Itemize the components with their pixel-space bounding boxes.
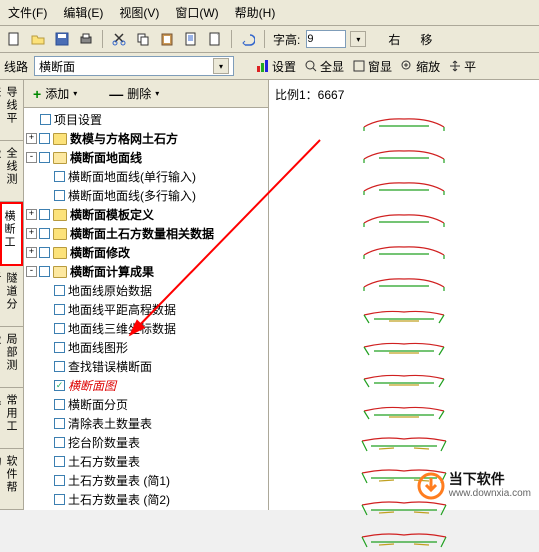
node-earthwork[interactable]: +横断面土石方数量相关数据 — [26, 224, 266, 243]
vtab-cross-section[interactable]: 横断工程 — [0, 202, 23, 266]
node-ground[interactable]: -横断面地面线 — [26, 148, 266, 167]
cross-section-curve — [359, 179, 449, 197]
vtab-tools[interactable]: 常用工具 — [0, 388, 23, 449]
node-3d[interactable]: 地面线三维坐标数据 — [26, 319, 266, 338]
save-icon[interactable] — [52, 29, 72, 49]
doc-icon[interactable] — [181, 29, 201, 49]
node-slope[interactable]: 坡口坡脚计算表 — [26, 509, 266, 510]
print-icon[interactable] — [76, 29, 96, 49]
new-icon[interactable] — [4, 29, 24, 49]
route-select[interactable]: 横断面 ▾ — [34, 56, 234, 76]
collapse-icon[interactable]: - — [26, 152, 37, 163]
add-button[interactable]: +添加▾ — [27, 83, 83, 104]
open-icon[interactable] — [28, 29, 48, 49]
node-hd[interactable]: 地面线平距高程数据 — [26, 300, 266, 319]
route-label: 线路 — [4, 58, 32, 75]
watermark-url: www.downxia.com — [449, 488, 531, 500]
preview-panel: 比例1：6667 当下软件www.downxia.com — [269, 80, 539, 510]
node-error[interactable]: 查找错误横断面 — [26, 357, 266, 376]
tool-window[interactable]: 窗显 — [352, 58, 392, 75]
node-graph[interactable]: 地面线图形 — [26, 338, 266, 357]
node-raw[interactable]: 地面线原始数据 — [26, 281, 266, 300]
minus-icon: — — [109, 86, 123, 102]
menu-file[interactable]: 文件(F) — [4, 2, 51, 23]
tool-settings[interactable]: 设置 — [256, 58, 296, 75]
node-modify[interactable]: +横断面修改 — [26, 243, 266, 262]
btn-move[interactable]: 移 — [418, 31, 434, 48]
paste-icon[interactable] — [157, 29, 177, 49]
cross-section-curve — [359, 115, 449, 133]
vtab-help[interactable]: 软件帮助 — [0, 449, 23, 510]
toolbar-main: 字高: ▾ 右 移 — [0, 26, 539, 53]
cross-section-curve — [359, 371, 449, 389]
tree-panel: +添加▾ —删除▾ 项目设置 +数模与方格网土石方 -横断面地面线 横断面地面线… — [24, 80, 269, 510]
ratio-label: 比例1：6667 — [275, 86, 533, 103]
checkbox-checked[interactable] — [54, 380, 65, 391]
collapse-icon[interactable]: - — [26, 266, 37, 277]
undo-icon[interactable] — [238, 29, 258, 49]
cross-section-curve — [359, 499, 449, 517]
expand-icon[interactable]: + — [26, 133, 37, 144]
node-grid[interactable]: +数模与方格网土石方 — [26, 129, 266, 148]
vtab-alignment[interactable]: 导线平差 — [0, 80, 23, 141]
node-topsoil[interactable]: 清除表土数量表 — [26, 414, 266, 433]
cross-section-curve — [359, 243, 449, 261]
toolbar-route: 线路 横断面 ▾ 设置 全显 窗显 缩放 平 — [0, 53, 539, 80]
toolbar-separator — [102, 30, 103, 48]
toolbar-separator — [231, 30, 232, 48]
plus-icon: + — [33, 86, 41, 102]
checkbox[interactable] — [40, 114, 51, 125]
cross-section-curve — [359, 275, 449, 293]
page-icon[interactable] — [205, 29, 225, 49]
menu-help[interactable]: 帮助(H) — [231, 2, 280, 23]
copy-icon[interactable] — [133, 29, 153, 49]
watermark-logo-icon — [417, 472, 445, 500]
font-dropdown-icon[interactable]: ▾ — [350, 31, 366, 47]
watermark-name: 当下软件 — [449, 471, 531, 488]
cross-section-curve — [359, 307, 449, 325]
menu-bar: 文件(F) 编辑(E) 视图(V) 窗口(W) 帮助(H) — [0, 0, 539, 26]
cut-icon[interactable] — [109, 29, 129, 49]
cross-section-curve — [359, 531, 449, 549]
node-project[interactable]: 项目设置 — [26, 110, 266, 129]
menu-view[interactable]: 视图(V) — [115, 2, 163, 23]
menu-window[interactable]: 窗口(W) — [171, 2, 222, 23]
tool-zoom[interactable]: 缩放 — [400, 58, 440, 75]
vtab-fullline[interactable]: 全线测设 — [0, 141, 23, 202]
node-result[interactable]: -横断面计算成果 — [26, 262, 266, 281]
node-step[interactable]: 挖台阶数量表 — [26, 433, 266, 452]
chevron-down-icon[interactable]: ▾ — [213, 58, 229, 74]
main-area: 导线平差 全线测设 横断工程 隧道分析 局部测设 常用工具 软件帮助 +添加▾ … — [0, 80, 539, 510]
cross-section-curve — [359, 147, 449, 165]
route-value: 横断面 — [39, 58, 75, 75]
cross-section-curve — [359, 403, 449, 421]
toolbar-separator — [264, 30, 265, 48]
cross-section-curve — [359, 339, 449, 357]
node-ground-multi[interactable]: 横断面地面线(多行输入) — [26, 186, 266, 205]
menu-edit[interactable]: 编辑(E) — [59, 2, 107, 23]
vertical-tabs: 导线平差 全线测设 横断工程 隧道分析 局部测设 常用工具 软件帮助 — [0, 80, 24, 510]
node-qty1[interactable]: 土石方数量表 (简1) — [26, 471, 266, 490]
vtab-tunnel[interactable]: 隧道分析 — [0, 266, 23, 327]
node-ground-single[interactable]: 横断面地面线(单行输入) — [26, 167, 266, 186]
font-height-input[interactable] — [306, 30, 346, 48]
tool-full[interactable]: 全显 — [304, 58, 344, 75]
vtab-local[interactable]: 局部测设 — [0, 327, 23, 388]
node-cross-fig[interactable]: 横断面图 — [26, 376, 266, 395]
tree[interactable]: 项目设置 +数模与方格网土石方 -横断面地面线 横断面地面线(单行输入) 横断面… — [24, 108, 268, 510]
tool-pan[interactable]: 平 — [448, 58, 476, 75]
cross-section-curve — [359, 435, 449, 453]
delete-button[interactable]: —删除▾ — [103, 83, 165, 104]
font-height-label: 字高: — [271, 31, 302, 48]
cross-section-curve — [359, 211, 449, 229]
node-template[interactable]: +横断面模板定义 — [26, 205, 266, 224]
watermark: 当下软件www.downxia.com — [417, 471, 531, 500]
tree-toolbar: +添加▾ —删除▾ — [24, 80, 268, 108]
node-qty[interactable]: 土石方数量表 — [26, 452, 266, 471]
node-page[interactable]: 横断面分页 — [26, 395, 266, 414]
btn-right[interactable]: 右 — [386, 31, 402, 48]
